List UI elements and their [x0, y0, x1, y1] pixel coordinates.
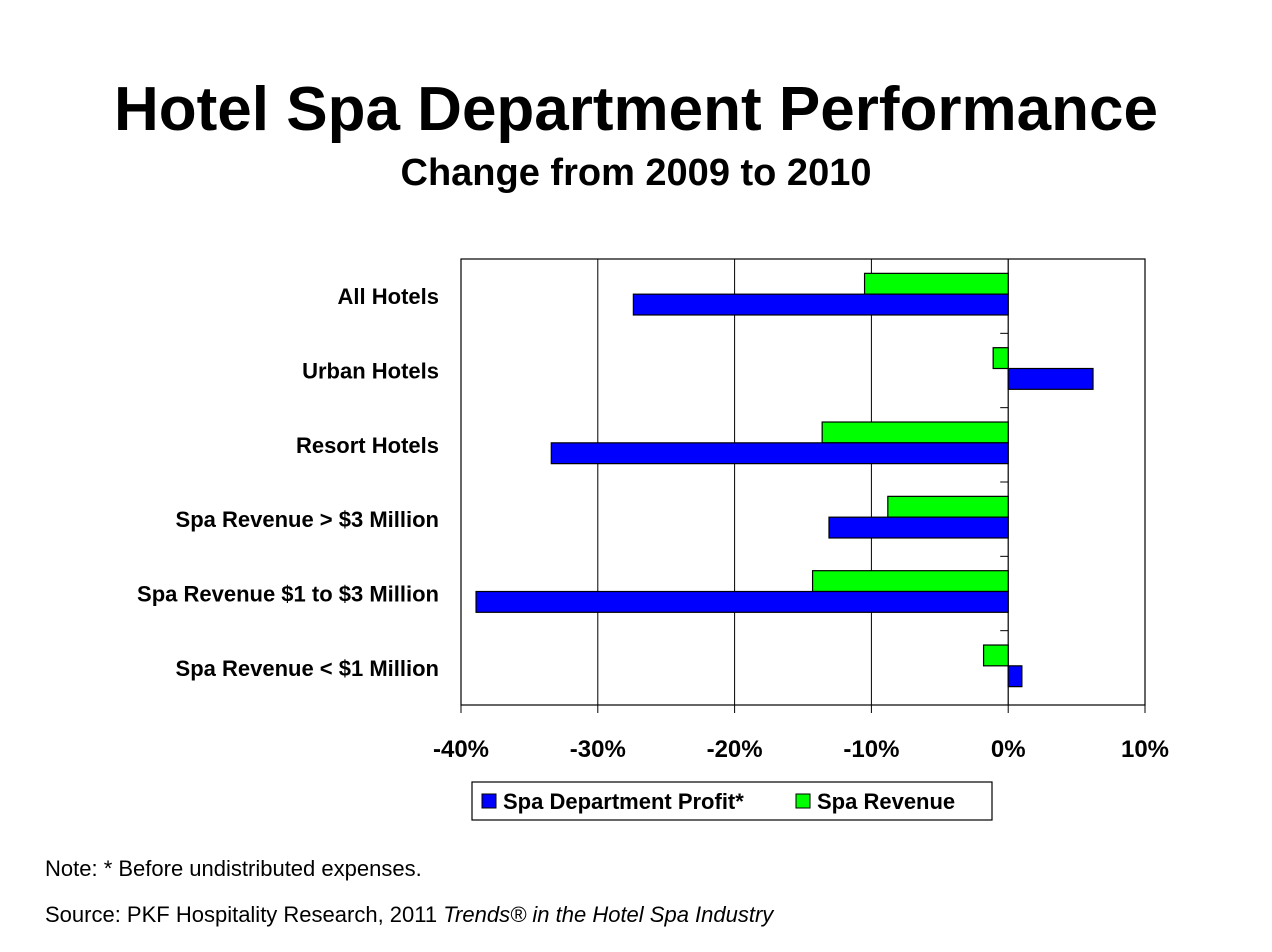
category-label: Spa Revenue $1 to $3 Million: [137, 582, 439, 607]
bar-spa-department-profit: [1007, 367, 1094, 390]
bar-spa-department-profit: [828, 516, 1009, 539]
bar-spa-revenue: [863, 272, 1009, 295]
legend-swatch: [795, 793, 811, 809]
bar-spa-revenue: [982, 644, 1009, 667]
source-text: Source: PKF Hospitality Research, 2011: [45, 902, 444, 927]
x-tick-label: -40%: [433, 736, 489, 763]
footnote: Note: * Before undistributed expenses.: [45, 856, 422, 881]
category-label: Resort Hotels: [296, 433, 439, 458]
category-label: All Hotels: [338, 284, 439, 309]
category-label: Spa Revenue < $1 Million: [176, 656, 439, 681]
bar-spa-department-profit: [550, 442, 1009, 465]
category-label: Urban Hotels: [302, 359, 439, 384]
x-tick-label: -30%: [570, 736, 626, 763]
bar-spa-department-profit: [1007, 665, 1023, 688]
legend-swatch: [481, 793, 497, 809]
chart-title: Hotel Spa Department Performance: [114, 75, 1158, 144]
bar-spa-revenue: [821, 421, 1009, 444]
x-tick-label: 10%: [1121, 736, 1169, 763]
category-label: Spa Revenue > $3 Million: [176, 507, 439, 532]
chart-subtitle: Change from 2009 to 2010: [400, 152, 872, 194]
x-tick-label: -10%: [843, 736, 899, 763]
legend: [471, 781, 993, 821]
bar-spa-revenue: [887, 495, 1009, 518]
source-publication: Trends® in the Hotel Spa Industry: [443, 902, 774, 927]
legend-label: Spa Department Profit*: [503, 789, 744, 814]
x-tick-label: -20%: [707, 736, 763, 763]
bar-spa-revenue: [811, 570, 1009, 593]
plot-area: [460, 258, 1146, 706]
x-tick-label: 0%: [991, 736, 1026, 763]
bar-spa-department-profit: [475, 590, 1009, 613]
source-note: Source: PKF Hospitality Research, 2011 T…: [45, 902, 773, 928]
bar-spa-department-profit: [632, 293, 1009, 316]
legend-label: Spa Revenue: [817, 789, 955, 814]
bar-spa-revenue: [992, 347, 1009, 370]
